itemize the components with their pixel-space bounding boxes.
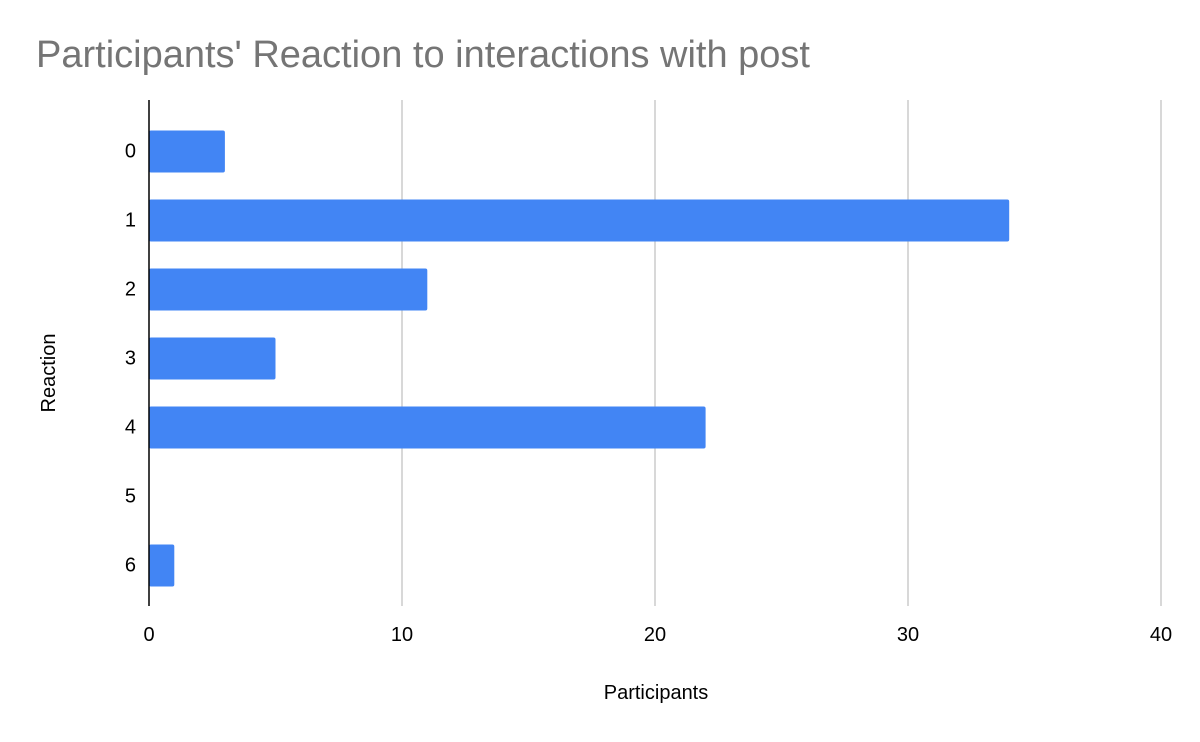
bars (149, 130, 1010, 587)
bar-0 (149, 130, 225, 173)
x-tick-label-30: 30 (897, 624, 919, 646)
chart-title: Participants' Reaction to interactions w… (36, 34, 810, 76)
bar-1 (149, 199, 1010, 242)
y-tick-label-6: 6 (125, 555, 136, 577)
y-tick-label-3: 3 (125, 348, 136, 370)
bar-6 (149, 544, 175, 587)
x-tick-label-0: 0 (143, 624, 154, 646)
gridlines (401, 100, 1162, 606)
y-tick-label-1: 1 (125, 210, 136, 232)
bar-3 (149, 337, 276, 380)
bar-4 (149, 406, 706, 449)
y-tick-label-5: 5 (125, 486, 136, 508)
x-tick-label-40: 40 (1150, 624, 1172, 646)
x-tick-label-10: 10 (391, 624, 413, 646)
y-tick-label-4: 4 (125, 417, 136, 439)
y-tick-labels: 0 1 2 3 4 5 6 (125, 141, 136, 577)
y-tick-label-2: 2 (125, 279, 136, 301)
y-tick-label-0: 0 (125, 141, 136, 163)
x-tick-labels: 0 10 20 30 40 (143, 624, 1172, 646)
x-axis-title: Participants (604, 682, 709, 704)
y-axis-title: Reaction (38, 334, 60, 413)
bar-2 (149, 268, 428, 311)
x-tick-label-20: 20 (644, 624, 666, 646)
